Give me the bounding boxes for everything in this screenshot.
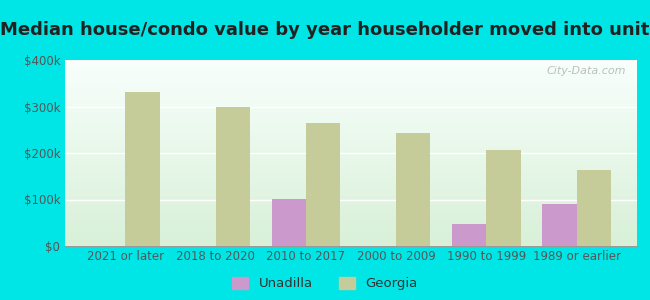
Bar	[542, 204, 577, 246]
Bar	[396, 134, 430, 246]
Bar	[306, 123, 340, 246]
Bar	[216, 107, 250, 246]
Legend: Unadilla, Georgia: Unadilla, Georgia	[232, 277, 418, 290]
Bar	[272, 199, 306, 246]
Bar	[577, 170, 611, 246]
Bar	[452, 224, 486, 246]
Bar	[486, 150, 521, 246]
Text: City-Data.com: City-Data.com	[546, 66, 625, 76]
Bar	[125, 92, 160, 246]
Text: Median house/condo value by year householder moved into unit: Median house/condo value by year househo…	[0, 21, 650, 39]
